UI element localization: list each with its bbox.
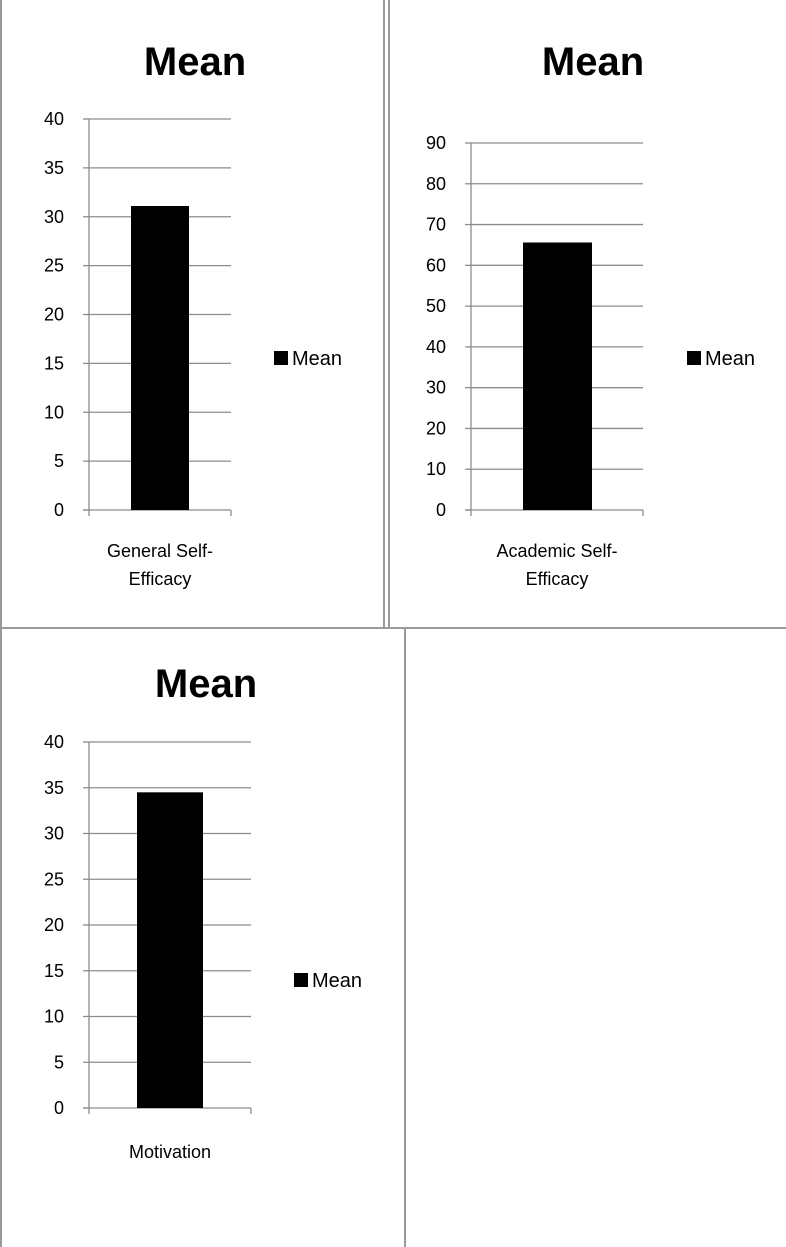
legend-swatch <box>687 351 701 365</box>
category-label: General Self- <box>107 541 213 561</box>
legend-label: Mean <box>312 970 362 992</box>
legend-swatch <box>274 351 288 365</box>
y-tick-label: 35 <box>44 778 64 798</box>
category-label: Academic Self- <box>496 541 617 561</box>
chart-3: Mean 0 5 10 15 20 25 30 35 40 Motivation Mean <box>44 662 362 1162</box>
y-tick-label: 40 <box>44 109 64 129</box>
bar <box>523 242 592 510</box>
charts-group: Mean 0 5 10 15 20 25 30 35 40 General Self- Efficac… <box>44 40 755 1162</box>
y-tick-label: 60 <box>426 255 446 275</box>
y-tick-label: 70 <box>426 215 446 235</box>
y-tick-label: 15 <box>44 961 64 981</box>
y-tick-label: 40 <box>44 732 64 752</box>
category-label: Efficacy <box>129 569 192 589</box>
legend-label: Mean <box>705 348 755 370</box>
y-tick-label: 5 <box>54 451 64 471</box>
y-tick-label: 80 <box>426 174 446 194</box>
chart-title: Mean <box>155 662 257 706</box>
y-tick-label: 20 <box>44 305 64 325</box>
y-tick-label: 30 <box>426 378 446 398</box>
y-tick-label: 25 <box>44 256 64 276</box>
y-tick-label: 30 <box>44 207 64 227</box>
y-tick-label: 10 <box>44 1007 64 1027</box>
chart-title: Mean <box>542 40 644 84</box>
y-tick-label: 0 <box>436 500 446 520</box>
category-label: Efficacy <box>526 569 589 589</box>
y-tick-label: 25 <box>44 869 64 889</box>
y-tick-label: 0 <box>54 1098 64 1118</box>
y-tick-label: 10 <box>426 459 446 479</box>
bar <box>131 205 189 510</box>
y-tick-label: 10 <box>44 402 64 422</box>
y-tick-label: 40 <box>426 337 446 357</box>
y-tick-label: 5 <box>54 1052 64 1072</box>
bar <box>137 792 203 1108</box>
category-label: Motivation <box>129 1142 211 1162</box>
chart-1: Mean 0 5 10 15 20 25 30 35 40 General Self- Efficac… <box>44 40 342 589</box>
y-tick-label: 0 <box>54 500 64 520</box>
y-tick-label: 20 <box>426 418 446 438</box>
y-tick-label: 20 <box>44 915 64 935</box>
chart-2: Mean 0 10 20 30 40 50 60 70 80 90 Academic Self- Eff… <box>426 40 755 589</box>
y-tick-label: 90 <box>426 133 446 153</box>
y-tick-label: 50 <box>426 296 446 316</box>
chart-title: Mean <box>144 40 246 84</box>
y-tick-label: 15 <box>44 353 64 373</box>
legend-label: Mean <box>292 348 342 370</box>
y-tick-label: 30 <box>44 824 64 844</box>
y-tick-label: 35 <box>44 158 64 178</box>
legend-swatch <box>294 973 308 987</box>
